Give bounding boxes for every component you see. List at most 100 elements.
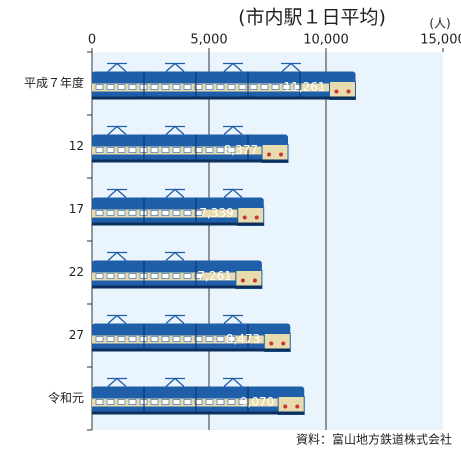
value-label: 8,473 [226,332,260,346]
pantograph [165,314,185,324]
headlight [252,278,257,283]
pantograph [223,377,243,387]
window [117,84,126,90]
window [117,399,126,405]
window [128,84,137,90]
pantograph [165,377,185,387]
underframe [92,159,289,163]
underframe [92,222,264,226]
window [282,84,291,90]
y-tick-label: 17 [69,202,84,216]
underframe [92,348,291,352]
x-tick-label: 10,000 [303,33,349,48]
window [172,84,181,90]
unit-label: (人) [429,17,450,31]
pantograph [107,251,127,261]
y-tick-label: 平成７年度 [24,75,84,90]
window [106,336,115,342]
x-tick-label: 15,000 [420,33,461,48]
y-tick-label: 令和元 [48,390,84,405]
window [150,147,159,153]
window [95,273,104,279]
pantograph [107,125,127,135]
window [95,84,104,90]
window [95,399,104,405]
window [216,399,225,405]
window [150,84,159,90]
pantograph [107,377,127,387]
window [117,336,126,342]
window [183,147,192,153]
headlight [279,152,284,157]
window [194,84,203,90]
headlight [242,215,247,220]
window [227,84,236,90]
window [150,273,159,279]
headlight [346,89,351,94]
window [128,210,137,216]
window [216,84,225,90]
window [205,336,214,342]
window [205,147,214,153]
window [172,399,181,405]
window [172,273,181,279]
y-tick-label: 22 [69,265,84,279]
window [106,84,115,90]
pantograph [107,62,127,72]
pantograph [165,188,185,198]
window [128,147,137,153]
value-label: 7,261 [198,269,232,283]
window [205,399,214,405]
window [260,84,269,90]
pantograph [107,314,127,324]
window [249,84,258,90]
pantograph [107,188,127,198]
window [216,147,225,153]
window [106,147,115,153]
train [92,62,357,100]
window [271,84,280,90]
window [183,273,192,279]
pantograph [223,314,243,324]
underframe [92,285,262,289]
x-tick-label: 5,000 [190,33,227,48]
window [117,273,126,279]
train [92,314,291,352]
value-label: 11,261 [284,80,326,94]
window [194,210,203,216]
window [183,210,192,216]
window [95,336,104,342]
x-tick-label: 0 [88,33,96,48]
headlight [283,404,288,409]
window [150,336,159,342]
window [194,147,203,153]
source-note: 資料：富山地方鉄道株式会社 [296,432,452,447]
headlight [240,278,245,283]
train [92,377,305,415]
window [161,84,170,90]
train [92,125,289,163]
train [92,251,263,289]
value-label: 9,070 [240,395,274,409]
headlight [295,404,300,409]
window [238,84,247,90]
window [227,147,236,153]
value-label: 8,377 [224,143,258,157]
pantograph [281,62,301,72]
window [106,273,115,279]
window [227,399,236,405]
window [128,273,137,279]
window [183,399,192,405]
window [172,147,181,153]
headlight [269,341,274,346]
window [117,147,126,153]
window [161,147,170,153]
y-tick-label: 27 [69,328,84,342]
headlight [254,215,259,220]
pantograph [165,125,185,135]
window [106,210,115,216]
pantograph [165,251,185,261]
window [293,84,302,90]
value-label: 7,339 [199,206,233,220]
